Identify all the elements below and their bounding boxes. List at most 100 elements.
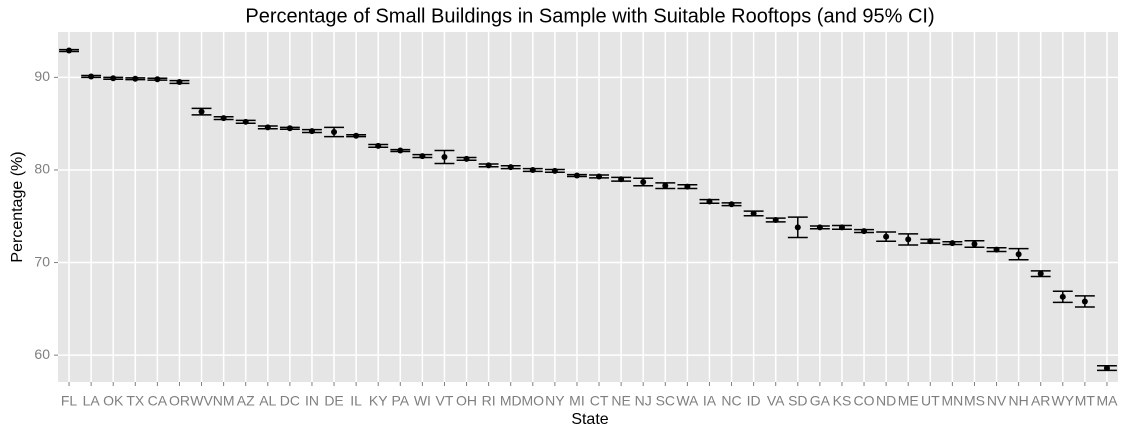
x-tick-label: ND [876, 393, 896, 409]
point [618, 176, 625, 183]
x-tick-label: OH [456, 393, 477, 409]
x-tick-label: NY [545, 393, 565, 409]
x-tick-label: TX [126, 393, 145, 409]
point [529, 166, 536, 173]
x-tick-label: MS [964, 393, 985, 409]
point [838, 224, 845, 231]
x-tick-label: MD [500, 393, 522, 409]
y-tick-label: 60 [34, 346, 50, 362]
point [176, 79, 183, 85]
x-tick-label: AZ [237, 393, 255, 409]
x-tick-label: SC [656, 393, 675, 409]
point [198, 108, 205, 115]
point [419, 153, 426, 160]
point [308, 128, 315, 135]
point [750, 210, 757, 217]
x-tick-label: NH [1009, 393, 1029, 409]
x-tick-label: PA [391, 393, 409, 409]
x-tick-label: NM [213, 393, 235, 409]
x-tick-label: AL [259, 393, 276, 409]
point [463, 155, 470, 162]
x-tick-label: NE [611, 393, 630, 409]
point [110, 75, 117, 82]
plot-background [58, 32, 1118, 382]
x-tick-label: MT [1075, 393, 1096, 409]
x-tick-label: MN [941, 393, 963, 409]
point [971, 241, 978, 248]
x-tick-label: WV [190, 393, 213, 409]
x-tick-label: IA [703, 393, 717, 409]
point [331, 129, 338, 135]
x-tick-label: OK [103, 393, 124, 409]
point [684, 183, 691, 190]
point [264, 124, 271, 131]
x-tick-label: GA [810, 393, 831, 409]
point [640, 179, 647, 185]
point [794, 224, 801, 231]
point [772, 216, 779, 223]
x-tick-label: UT [921, 393, 940, 409]
y-axis-label: Percentage (%) [9, 151, 26, 262]
point [286, 125, 293, 132]
point [816, 224, 823, 231]
x-tick-label: IN [305, 393, 319, 409]
x-tick-label: IL [350, 393, 362, 409]
x-tick-label: SD [788, 393, 807, 409]
point [88, 73, 95, 80]
x-tick-label: MA [1096, 393, 1118, 409]
x-tick-label: AR [1031, 393, 1050, 409]
point [1081, 298, 1088, 305]
x-tick-label: LA [83, 393, 101, 409]
point [573, 172, 580, 179]
point [132, 75, 139, 82]
x-tick-label: MO [522, 393, 545, 409]
point [993, 246, 1000, 253]
point [905, 236, 912, 243]
point [397, 147, 404, 154]
x-axis-label: State [571, 411, 608, 428]
x-tick-label: VA [767, 393, 785, 409]
point [551, 167, 558, 174]
point [1015, 251, 1022, 258]
point [485, 162, 492, 169]
point [507, 164, 514, 171]
x-tick-label: FL [61, 393, 78, 409]
x-tick-label: KY [369, 393, 388, 409]
x-tick-label: WY [1052, 393, 1075, 409]
x-tick-label: CT [590, 393, 609, 409]
point [441, 154, 448, 160]
x-tick-label: WI [414, 393, 431, 409]
point [596, 173, 603, 180]
point [1103, 365, 1110, 372]
x-tick-label: WA [676, 393, 699, 409]
point [353, 132, 360, 139]
point [883, 233, 890, 240]
point [220, 115, 227, 122]
x-tick-label: NV [987, 393, 1007, 409]
x-tick-label: VT [436, 393, 454, 409]
point [949, 240, 956, 247]
point [242, 118, 249, 125]
x-tick-label: DC [280, 393, 300, 409]
point [154, 76, 161, 83]
point [927, 238, 934, 245]
x-tick-label: NC [721, 393, 741, 409]
x-tick-label: MI [569, 393, 585, 409]
point [1059, 293, 1066, 300]
point [728, 201, 735, 208]
point [706, 198, 713, 205]
x-tick-label: DE [324, 393, 343, 409]
y-tick-label: 90 [34, 68, 50, 84]
chart-title: Percentage of Small Buildings in Sample … [245, 5, 934, 27]
point [375, 142, 382, 149]
y-tick-label: 70 [34, 253, 50, 269]
x-tick-label: ME [898, 393, 919, 409]
point [662, 182, 669, 189]
point [66, 47, 73, 54]
x-tick-label: ID [747, 393, 761, 409]
point [1037, 270, 1044, 277]
x-tick-label: RI [482, 393, 496, 409]
x-tick-label: OR [169, 393, 190, 409]
point [861, 228, 868, 235]
